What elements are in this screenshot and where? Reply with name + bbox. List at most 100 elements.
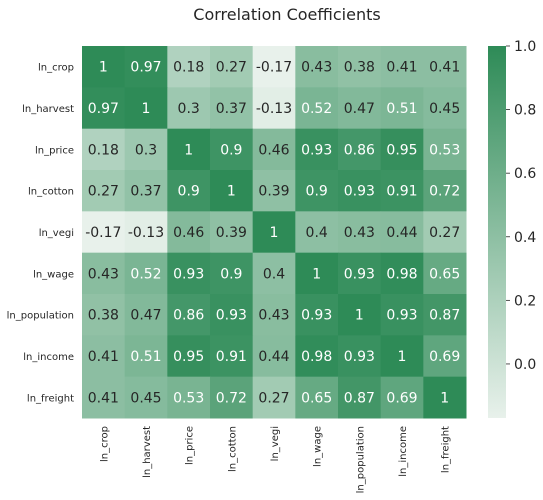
heatmap-cell [210,376,254,419]
heatmap-cell [423,252,467,295]
cell-value-label: 0.45 [429,101,460,117]
cell-value-label: 0.37 [130,184,161,200]
heatmap-cell [338,211,382,254]
heatmap-cell [380,335,424,378]
cell-value-label: 0.93 [386,308,417,324]
heatmap-cell [423,170,467,212]
cell-value-label: 0.93 [301,142,332,158]
cell-value-label: 1 [227,184,236,200]
heatmap-cell [82,211,126,254]
heatmap-cell [167,87,211,130]
cell-value-label: 0.4 [306,225,328,241]
row-tick-label: ln_wage [33,269,74,280]
heatmap-cell [252,170,296,212]
heatmap-cell [82,294,126,336]
colorbar-tick-label: 0.8 [514,103,536,119]
heatmap-cell [252,128,296,171]
cell-value-label: 0.9 [178,184,200,200]
row-tick-label: ln_population [7,311,74,322]
cell-value-label: 0.95 [173,349,204,365]
cell-value-label: 0.91 [216,349,247,365]
cell-value-label: 0.39 [216,225,247,241]
heatmap-cell [167,294,211,336]
cell-value-label: 0.47 [344,101,375,117]
cell-value-label: 0.86 [344,142,375,158]
cell-value-label: 0.46 [258,142,289,158]
heatmap-cell [295,376,339,419]
cell-value-label: 0.43 [344,225,375,241]
heatmap-cell [423,128,467,171]
heatmap-cell [210,128,254,171]
heatmap-cell [82,87,126,130]
heatmap-cell [124,335,168,378]
heatmap-cell [82,252,126,295]
cell-value-label: 0.93 [344,184,375,200]
cell-value-label: 0.98 [386,266,417,282]
column-tick-label: ln_vegi [270,426,281,461]
heatmap-cell [252,211,296,254]
heatmap-cell [295,252,339,295]
cell-value-label: 0.18 [88,142,119,158]
heatmap-cell [167,376,211,419]
heatmap-cell [295,87,339,130]
heatmap-cell [124,376,168,419]
row-tick-labels: ln_crop ln_harvest ln_price ln_cotton ln_veg… [7,63,74,405]
cell-value-label: 0.87 [429,308,460,324]
cell-value-label: 0.52 [301,101,332,117]
cell-value-label: 0.72 [216,390,247,406]
cell-value-label: 0.27 [216,60,247,76]
cell-value-label: 0.93 [216,308,247,324]
column-tick-label: ln_crop [99,426,110,462]
heatmap-cell [380,211,424,254]
cell-value-label: 0.18 [173,60,204,76]
cell-value-label: 1 [142,101,151,117]
heatmap-cell [167,211,211,254]
heatmap-cell [210,211,254,254]
heatmap-cell [423,294,467,336]
cell-value-label: 0.97 [88,101,119,117]
cell-value-label: 0.27 [258,390,289,406]
heatmap-cell [423,211,467,254]
heatmap-cell [124,128,168,171]
cell-value-label: 0.93 [301,308,332,324]
cell-value-label: 0.91 [386,184,417,200]
heatmap-cell [380,128,424,171]
heatmap-cell [210,87,254,130]
colorbar-tick-label: 0.2 [514,293,536,309]
heatmap-cell [124,46,168,88]
heatmap-cell [380,46,424,88]
heatmap-cell [124,211,168,254]
heatmap-cell [210,294,254,336]
heatmap-cell [82,376,126,419]
row-tick-label: ln_price [35,145,74,156]
cell-value-label: 0.97 [130,60,161,76]
cell-value-label: 0.47 [130,308,161,324]
heatmap-cell [295,335,339,378]
heatmap-cell [210,252,254,295]
colorbar-tick-label: 0.4 [514,230,536,246]
cell-value-label: 0.72 [429,184,460,200]
heatmap-cell [252,294,296,336]
column-tick-label: ln_population [355,426,366,493]
row-tick-label: ln_freight [27,393,74,404]
heatmap-cell [124,252,168,295]
heatmap-cell [82,128,126,171]
heatmap-cell [252,46,296,88]
cell-value-label: 0.38 [344,60,375,76]
heatmap-cell [380,294,424,336]
heatmap-cell [338,376,382,419]
cell-value-label: 0.43 [301,60,332,76]
column-tick-label: ln_cotton [227,426,238,472]
heatmap-cell [423,335,467,378]
cell-value-label: 0.87 [344,390,375,406]
cell-value-label: 0.44 [386,225,417,241]
heatmap-cell [210,335,254,378]
colorbar-tick-label: 0.6 [514,166,536,182]
heatmap-cell [338,170,382,212]
cell-value-label: -0.13 [256,101,292,117]
chart-title: Correlation Coefficients [193,5,380,24]
heatmap-cell [295,294,339,336]
heatmap-cell [167,128,211,171]
heatmap-cell [82,46,126,88]
